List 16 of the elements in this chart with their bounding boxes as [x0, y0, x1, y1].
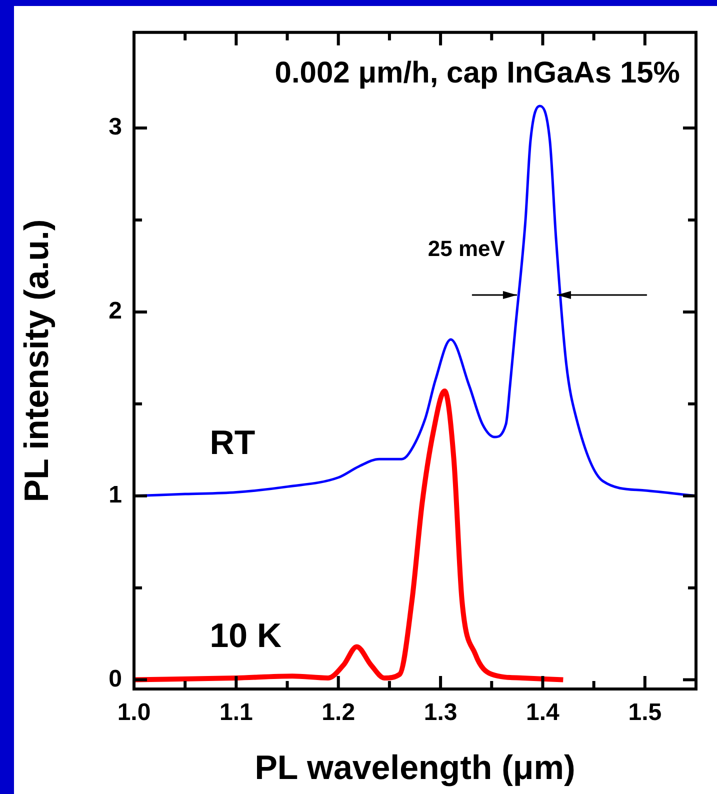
- annotation: 25 meV: [428, 236, 506, 262]
- x-tick-label: 1.0: [117, 699, 151, 726]
- y-tick-label: 2: [108, 298, 122, 325]
- x-axis-title: PL wavelength (μm): [254, 748, 576, 787]
- y-axis-title: PL intensity (a.u.): [18, 219, 56, 502]
- y-tick-label: 1: [108, 482, 122, 509]
- x-tick-label: 1.1: [219, 699, 253, 726]
- series-label: RT: [210, 424, 256, 462]
- x-tick-label: 1.2: [322, 699, 356, 726]
- text: 0.002 μm/h, cap InGaAs 15%: [274, 56, 680, 90]
- x-tick-label: 1.5: [628, 699, 662, 726]
- y-tick-label: 3: [108, 114, 122, 141]
- series-label: 10 K: [210, 616, 282, 655]
- x-tick-label: 1.4: [526, 699, 560, 726]
- y-tick-label: 0: [108, 665, 122, 692]
- x-tick-label: 1.3: [424, 699, 458, 726]
